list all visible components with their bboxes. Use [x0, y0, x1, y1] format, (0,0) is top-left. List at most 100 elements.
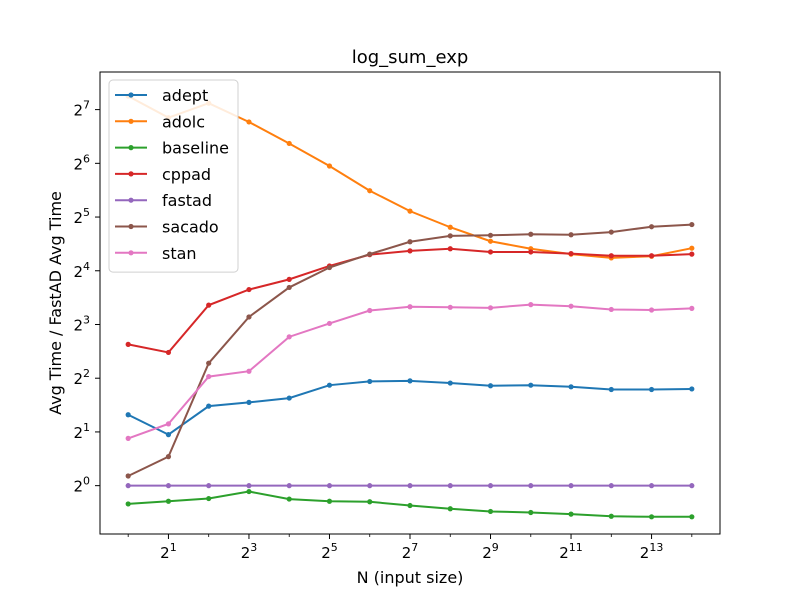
x-tick-label: 21	[160, 541, 177, 562]
data-point	[367, 251, 373, 257]
data-point	[689, 386, 695, 392]
data-point	[326, 498, 333, 504]
data-point	[165, 432, 172, 438]
data-point	[246, 399, 252, 405]
data-point	[648, 483, 655, 489]
data-point	[689, 483, 695, 489]
data-point	[326, 483, 333, 489]
data-point	[326, 163, 333, 169]
legend-box	[108, 79, 239, 273]
legend-item-cppad: cppad	[115, 165, 211, 184]
data-point	[246, 286, 252, 293]
data-point	[487, 249, 494, 255]
data-point	[487, 305, 494, 311]
legend-label: fastad	[162, 191, 212, 210]
data-point	[568, 250, 574, 257]
data-point	[326, 382, 333, 388]
series-stan	[125, 302, 695, 441]
data-point	[125, 483, 131, 489]
x-tick-label: 23	[241, 541, 258, 562]
data-point	[447, 506, 453, 512]
data-point	[528, 382, 534, 388]
data-point	[608, 253, 614, 259]
x-tick-label: 213	[640, 541, 664, 562]
legend-item-fastad: fastad	[115, 191, 212, 210]
data-point	[568, 384, 574, 390]
series-sacado	[125, 221, 695, 479]
data-point	[447, 233, 453, 239]
data-point	[206, 495, 212, 502]
legend-marker	[128, 223, 134, 230]
data-point	[125, 473, 131, 479]
y-tick-label: 21	[73, 421, 90, 442]
x-tick-label: 29	[482, 541, 499, 562]
data-point	[125, 412, 131, 418]
legend-item-adept: adept	[115, 86, 208, 105]
data-point	[165, 421, 172, 427]
data-point	[447, 224, 453, 230]
x-tick-label: 25	[321, 541, 338, 562]
data-point	[407, 483, 413, 489]
data-point	[246, 314, 252, 320]
data-point	[326, 264, 333, 271]
data-point	[689, 514, 695, 520]
chart-title: log_sum_exp	[352, 47, 469, 68]
data-point	[528, 302, 534, 308]
legend-label: stan	[162, 244, 197, 263]
legend-item-baseline: baseline	[115, 139, 229, 158]
legend-label: sacado	[162, 218, 219, 237]
data-point	[648, 514, 655, 520]
data-point	[689, 305, 695, 311]
legend-marker	[128, 171, 134, 177]
data-point	[407, 502, 413, 509]
legend-marker	[128, 92, 134, 98]
data-point	[286, 276, 292, 282]
data-point	[367, 307, 373, 314]
data-point	[689, 221, 695, 228]
data-point	[246, 483, 252, 489]
legend-marker	[128, 145, 134, 151]
data-point	[246, 488, 252, 495]
data-point	[528, 509, 534, 516]
data-point	[568, 483, 574, 489]
data-point	[608, 483, 614, 489]
data-point	[689, 251, 695, 257]
legend-label: adolc	[162, 112, 205, 131]
data-point	[487, 383, 494, 389]
data-point	[206, 302, 212, 308]
data-point	[125, 501, 131, 507]
data-point	[206, 360, 212, 366]
data-point	[246, 368, 252, 374]
data-point	[568, 511, 574, 517]
data-point	[689, 245, 695, 251]
y-axis: 20 21 22 23 24 25 26 27	[73, 99, 100, 496]
data-point	[125, 341, 131, 347]
data-point	[447, 246, 453, 252]
data-point	[528, 249, 534, 255]
series-adept	[125, 378, 695, 438]
data-point	[608, 386, 614, 393]
data-point	[648, 253, 655, 259]
y-tick-label: 25	[73, 206, 90, 227]
data-point	[206, 403, 212, 409]
data-point	[367, 188, 373, 194]
data-point	[407, 239, 413, 245]
data-point	[568, 232, 574, 238]
series-fastad	[125, 483, 695, 489]
data-point	[286, 483, 292, 489]
legend-marker	[128, 118, 134, 124]
data-point	[125, 435, 131, 441]
x-tick-label: 211	[559, 541, 583, 562]
y-tick-label: 22	[73, 367, 90, 388]
data-point	[165, 349, 172, 356]
data-point	[165, 483, 172, 489]
legend: adept adolc baseline cppad fastad sacado stan	[108, 79, 239, 273]
data-point	[286, 334, 292, 340]
data-point	[568, 303, 574, 309]
data-point	[447, 304, 453, 310]
data-point	[608, 306, 614, 313]
data-point	[286, 140, 292, 147]
legend-item-sacado: sacado	[115, 218, 219, 237]
data-point	[407, 378, 413, 384]
